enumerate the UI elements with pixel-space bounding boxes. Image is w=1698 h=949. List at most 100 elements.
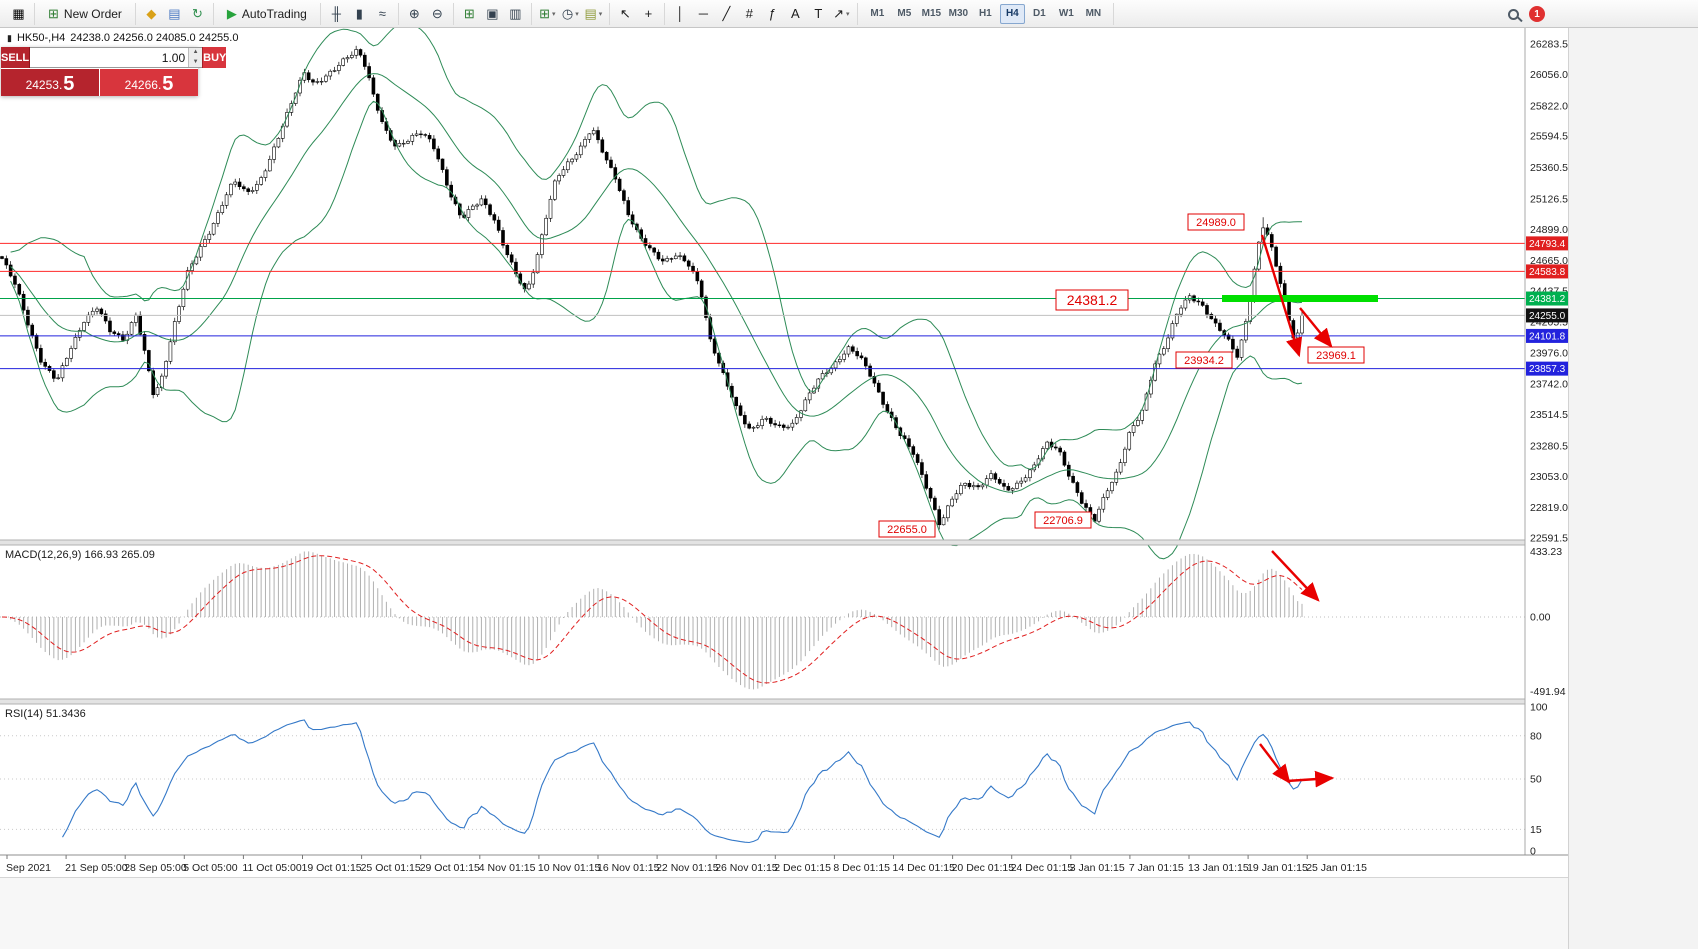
timeframe-m5-button[interactable]: M5 — [897, 8, 912, 19]
notification-badge[interactable]: 1 — [1529, 6, 1545, 22]
svg-text:20 Dec 01:15: 20 Dec 01:15 — [952, 862, 1015, 874]
zoom-in-icon: ⊕ — [408, 6, 420, 21]
price-axis[interactable]: 26283.5 26056.0 25822.0 25594.5 25360.5 25126… — [1524, 28, 1568, 877]
chart-profiles-icon[interactable]: ▤ — [164, 3, 185, 24]
buy-price-button[interactable]: 24266. 5 — [100, 69, 198, 96]
timeframe-m1-button[interactable]: M1 — [870, 8, 885, 19]
toolbar-group: ⊞ ▣ ▥ — [454, 2, 532, 25]
zoom-in-icon[interactable]: ⊕ — [404, 3, 425, 24]
volume-down-icon[interactable]: ▼ — [192, 58, 199, 65]
price-annotation[interactable]: 24989.0 — [1187, 213, 1245, 231]
timeframe-h1-button[interactable]: H1 — [978, 8, 992, 19]
price-annotation[interactable]: 22655.0 — [878, 520, 936, 538]
candlestick-chart-icon[interactable]: ▮ — [349, 3, 370, 24]
text-label-icon[interactable]: T — [808, 3, 829, 24]
vertical-line-icon[interactable]: │ — [670, 3, 691, 24]
volume-input[interactable] — [30, 48, 189, 67]
timeframe-d1-button[interactable]: D1 — [1032, 8, 1046, 19]
horizontal-line-icon[interactable]: ─ — [693, 3, 714, 24]
autotrading-play-icon: ▶ — [226, 6, 237, 21]
svg-text:25360.5: 25360.5 — [1530, 162, 1568, 174]
main-chart-plot-area[interactable] — [0, 28, 1525, 540]
expert-advisors-icon[interactable]: ◆ — [141, 3, 162, 24]
price-annotation[interactable]: 24381.2 — [1055, 289, 1129, 311]
symbol-icon: ▮ — [7, 32, 12, 43]
svg-text:13 Jan 01:15: 13 Jan 01:15 — [1188, 862, 1249, 874]
trendline-icon: ╱ — [722, 6, 731, 21]
sell-price-text: 24253. — [25, 78, 63, 92]
timeframe-m30-button[interactable]: M30 — [948, 8, 969, 19]
symbol-ohlc-bar: ▮ HK50-,H4 24238.0 24256.0 24085.0 24255… — [7, 32, 238, 44]
rsi-indicator-panel — [0, 719, 1525, 844]
price-forecast-arrow-2[interactable] — [1299, 307, 1333, 348]
timeframe-m15-button[interactable]: M15 — [921, 8, 942, 19]
templates-icon[interactable]: ▤ ▾ — [583, 3, 604, 24]
symbol-name: HK50-,H4 — [16, 32, 66, 44]
tile-windows-icon: ⊞ — [463, 6, 475, 21]
macd-signal-line — [1, 555, 1303, 684]
panel-divider[interactable] — [0, 698, 1568, 705]
timeframe-w1-button[interactable]: W1 — [1058, 8, 1074, 19]
right-gutter — [1568, 28, 1698, 949]
line-chart-icon[interactable]: ≈ — [372, 3, 393, 24]
toolbar: ▦ ⊞ New Order ◆ ▤ ↻ ▶ AutoTrading ╫ ▮ ≈ ⊕ ⊖ ⊞ ▣ ▥ ⊞ ▾ ◷ ▾ ▤ ▾… — [0, 0, 1698, 28]
text-icon[interactable]: A — [785, 3, 806, 24]
indicators-list-icon[interactable]: ▥ — [505, 3, 526, 24]
timeframe-h4-button[interactable]: H4 — [999, 3, 1025, 24]
sell-price-pips: 5 — [63, 73, 75, 95]
price-annotation[interactable]: 23969.1 — [1307, 346, 1365, 364]
data-refresh-icon[interactable]: ↻ — [187, 3, 208, 24]
crosshair-icon: + — [644, 6, 653, 21]
arrows-tool-icon[interactable]: ↗ ▾ — [831, 3, 852, 24]
svg-text:Sep 2021: Sep 2021 — [6, 862, 51, 874]
arrows-tool-dropdown-icon[interactable]: ▾ — [846, 10, 850, 18]
chart-profiles-icon: ▤ — [168, 6, 181, 21]
chart-canvas[interactable]: 24989.0 24381.2 23934.2 23969.1 22655.0 22706… — [0, 28, 1568, 877]
period-clock-dropdown-icon[interactable]: ▾ — [575, 10, 579, 18]
volume-up-icon[interactable]: ▲ — [192, 49, 199, 55]
macd-forecast-arrow[interactable] — [1271, 550, 1320, 602]
indicators-list-icon: ▥ — [509, 6, 522, 21]
svg-text:24 Dec 01:15: 24 Dec 01:15 — [1011, 862, 1074, 874]
chart-window-icon[interactable]: ▦ — [8, 3, 29, 24]
cascade-windows-icon: ▣ — [486, 6, 499, 21]
sell-button[interactable]: SELL — [1, 47, 31, 68]
panel-divider[interactable] — [0, 539, 1568, 546]
rsi-forecast-arrow-2[interactable] — [1286, 770, 1335, 788]
price-annotation[interactable]: 22706.9 — [1034, 511, 1092, 529]
timeframe-mn-button[interactable]: MN — [1085, 8, 1102, 19]
trendline-icon[interactable]: ╱ — [716, 3, 737, 24]
price-annotation[interactable]: 23934.2 — [1175, 351, 1233, 369]
new-order-button[interactable]: ⊞ New Order — [39, 3, 131, 25]
search-icon[interactable] — [1508, 8, 1519, 20]
rsi-forecast-arrow-1[interactable] — [1259, 743, 1291, 784]
crosshair-icon[interactable]: + — [638, 3, 659, 24]
sell-price-button[interactable]: 24253. 5 — [1, 69, 99, 96]
fibonacci-icon[interactable]: ƒ — [762, 3, 783, 24]
svg-text:24793.4: 24793.4 — [1529, 239, 1566, 250]
buy-price-pips: 5 — [162, 73, 174, 95]
price-forecast-arrow-1[interactable] — [1260, 234, 1303, 358]
svg-text:29 Oct 01:15: 29 Oct 01:15 — [420, 862, 480, 874]
cursor-icon[interactable]: ↖ — [615, 3, 636, 24]
text-icon: A — [791, 6, 800, 21]
toolbar-group: ⊕ ⊖ — [399, 2, 454, 25]
equidistant-channel-icon[interactable]: # — [739, 3, 760, 24]
macd-label: MACD(12,26,9) 166.93 265.09 — [5, 549, 155, 561]
rsi-label: RSI(14) 51.3436 — [5, 708, 86, 720]
svg-text:80: 80 — [1530, 730, 1542, 742]
templates-dropdown-icon[interactable]: ▾ — [598, 10, 603, 18]
svg-text:2 Dec 01:15: 2 Dec 01:15 — [774, 862, 831, 874]
period-clock-icon[interactable]: ◷ ▾ — [560, 3, 581, 24]
autotrading-button[interactable]: ▶ AutoTrading — [218, 3, 316, 25]
add-indicator-icon[interactable]: ⊞ ▾ — [537, 3, 558, 24]
cascade-windows-icon[interactable]: ▣ — [482, 3, 503, 24]
add-indicator-dropdown-icon[interactable]: ▾ — [552, 10, 556, 18]
toolbar-group: ◆ ▤ ↻ — [136, 2, 214, 25]
zoom-out-icon[interactable]: ⊖ — [427, 3, 448, 24]
tile-windows-icon[interactable]: ⊞ — [459, 3, 480, 24]
bar-chart-icon[interactable]: ╫ — [326, 3, 347, 24]
buy-button[interactable]: BUY — [202, 47, 227, 68]
svg-text:24583.8: 24583.8 — [1529, 267, 1566, 278]
